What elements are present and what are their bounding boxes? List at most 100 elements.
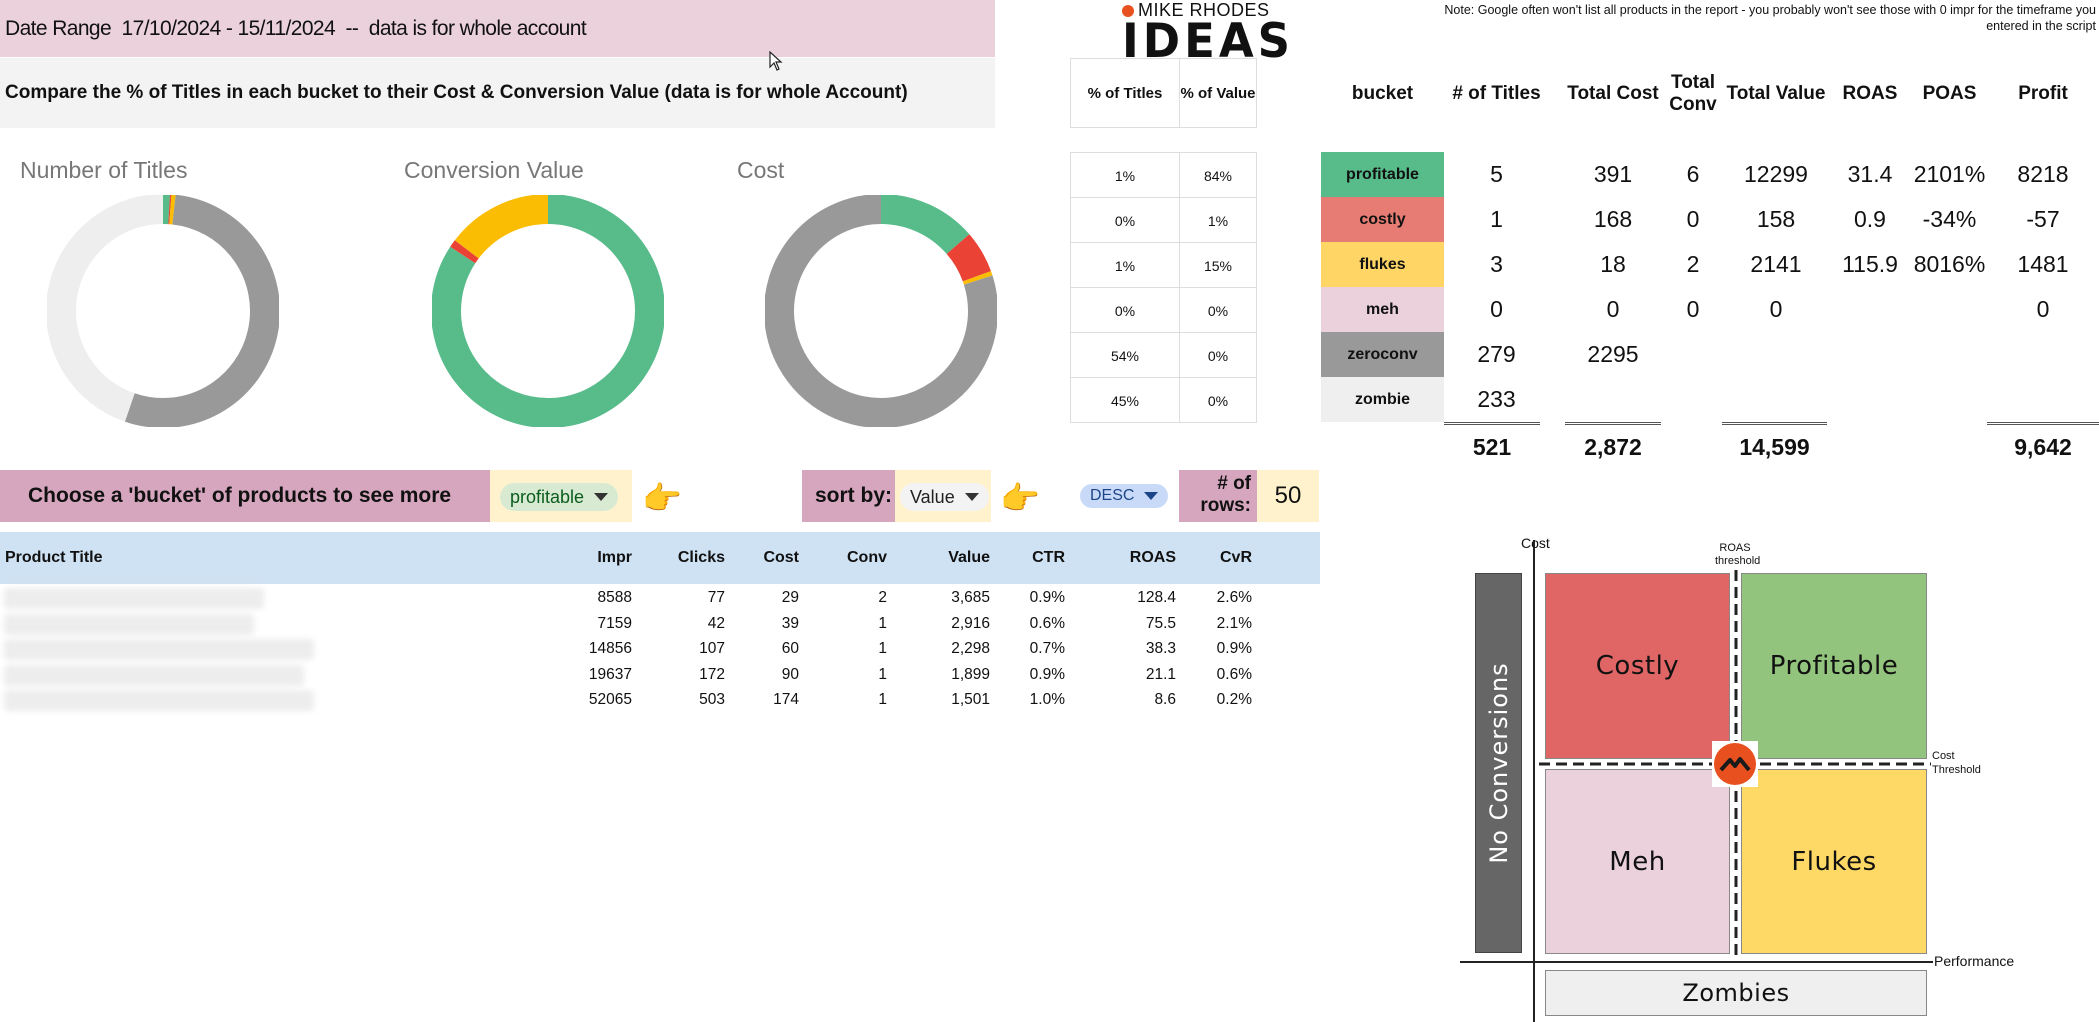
product-cell: 0.9% [1029,589,1065,606]
bucket-cell-poas [1912,377,1987,422]
bucket-header-bucket: bucket [1351,83,1414,104]
product-cell: 0.2% [1216,691,1252,708]
product-cell: 90 [781,665,799,683]
table-row[interactable]: 19637 172 90 1 1,899 0.9% 21.1 0.6% [0,663,1320,688]
product-cell: 52065 [588,691,632,708]
pct-value-cell: 84% [1179,152,1257,198]
donut-chart-value [432,195,664,427]
mountain-logo-icon [1714,743,1756,785]
product-cell: 75.5 [1145,614,1176,632]
bucket-cell-cost: 18 [1600,251,1626,277]
rows-input[interactable]: 50 [1257,470,1319,522]
bucket-cell-value: 2141 [1750,251,1802,277]
logo-badge [1712,741,1758,787]
bucket-cell-profit [1987,377,2099,422]
product-cell: 174 [773,691,799,708]
total-value: 14,599 [1739,434,1810,460]
pct-value-header: % of Value [1179,58,1257,128]
quadrant-meh: Meh [1545,769,1730,954]
pct-titles-cell: 54% [1070,332,1180,378]
bucket-cell-conv [1662,332,1724,377]
product-title-redacted [4,664,304,686]
product-cell: 1,501 [951,691,990,708]
sort-by-label: sort by: [802,470,895,522]
table-row[interactable]: 8588 77 29 2 3,685 0.9% 128.4 2.6% [0,586,1320,611]
bucket-cell-profit: 8218 [2017,161,2069,187]
bucket-cell-roas: 115.9 [1842,251,1898,277]
bucket-cell-poas: 8016% [1913,251,1986,277]
product-cell: 0.6% [1029,614,1065,632]
quadrant-no-conversions: No Conversions [1475,573,1522,953]
bucket-cell-roas [1828,332,1912,377]
quadrant-x-axis-label: Performance [1934,953,2015,969]
total-titles: 521 [1472,434,1512,460]
bucket-cell-profit: -57 [2026,206,2060,232]
product-cell: 19637 [588,665,632,683]
donut-slice-flukes [962,271,993,285]
product-cell: 29 [781,589,799,606]
table-row[interactable]: 7159 42 39 1 2,916 0.6% 75.5 2.1% [0,612,1320,637]
chevron-down-icon [964,493,979,501]
bucket-cell-titles: 3 [1490,251,1503,277]
product-header-cvr: CvR [1219,549,1252,566]
pct-value-cell: 1% [1179,197,1257,243]
bucket-cell-roas: 0.9 [1854,206,1886,232]
mouse-cursor-icon [769,51,783,71]
bucket-cell-cost [1564,377,1662,422]
total-underline [1444,422,1540,425]
pct-titles-cell: 0% [1070,197,1180,243]
product-cell: 128.4 [1137,589,1176,606]
quadrant-y-axis-label: Cost [1521,535,1550,551]
bucket-cell-conv: 6 [1686,161,1700,187]
bucket-cell-cost: 391 [1593,161,1633,187]
bucket-header-profit: Profit [2018,83,2068,104]
pct-value-cell: 15% [1179,242,1257,288]
bucket-cell-conv: 0 [1686,296,1700,322]
bucket-label-costly: costly [1321,197,1444,242]
product-header-roas: ROAS [1129,549,1176,566]
product-cell: 1 [878,640,887,657]
bucket-cell-titles: 233 [1477,386,1516,412]
product-cell: 2.1% [1216,614,1252,632]
quadrant-axes [1460,540,1933,1022]
pct-titles-cell: 1% [1070,152,1180,198]
bucket-header-titles: # of Titles [1452,83,1541,104]
bucket-cell-roas [1828,377,1912,422]
quadrant-flukes: Flukes [1741,769,1927,954]
total-cost: 2,872 [1584,434,1642,460]
note-text: Note: Google often won't list all produc… [1444,3,2096,33]
product-cell: 42 [707,614,725,632]
product-header-value: Value [948,549,990,566]
compare-text: Compare the % of Titles in each bucket t… [5,82,908,103]
bucket-cell-cost: 168 [1593,206,1633,232]
table-row[interactable]: 52065 503 174 1 1,501 1.0% 8.6 0.2% [0,688,1320,713]
product-cell: 107 [699,640,725,657]
sort-by-select[interactable]: Value [900,483,989,511]
pct-titles-cell: 45% [1070,377,1180,423]
product-cell: 2 [878,589,887,606]
product-header-ctr: CTR [1032,549,1065,566]
bucket-cell-titles: 279 [1477,341,1516,367]
donut-slice-profitable [880,195,970,255]
bucket-cell-poas [1912,287,1987,332]
date-range-bar: Date Range 17/10/2024 - 15/11/2024 -- da… [0,0,995,57]
product-cell: 1,899 [951,665,990,683]
donut-slice-zeroconv [124,195,279,427]
bucket-cell-roas: 31.4 [1847,161,1893,187]
choose-bucket-label: Choose a 'bucket' of products to see mor… [0,470,490,559]
product-cell: 503 [699,691,725,708]
table-row[interactable]: 14856 107 60 1 2,298 0.7% 38.3 0.9% [0,637,1320,662]
date-range-text: Date Range 17/10/2024 - 15/11/2024 -- da… [5,17,587,40]
product-header-product-title: Product Title [5,549,103,566]
bucket-cell-conv: 0 [1686,206,1700,232]
cost-threshold-label: Cost Threshold [1932,750,1981,776]
bucket-select[interactable]: profitable [500,483,619,511]
total-profit: 9,642 [2014,434,2072,460]
product-cell: 172 [699,665,725,683]
bucket-cell-titles: 0 [1490,296,1503,322]
logo-subtitle: MIKE RHODES [1122,0,1270,21]
product-cell: 0.6% [1216,665,1252,683]
bucket-cell-titles: 1 [1490,206,1503,232]
sort-order-select[interactable]: DESC [1080,484,1169,508]
bucket-cell-roas [1828,287,1912,332]
